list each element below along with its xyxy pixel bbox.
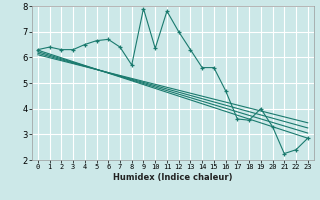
X-axis label: Humidex (Indice chaleur): Humidex (Indice chaleur)	[113, 173, 233, 182]
